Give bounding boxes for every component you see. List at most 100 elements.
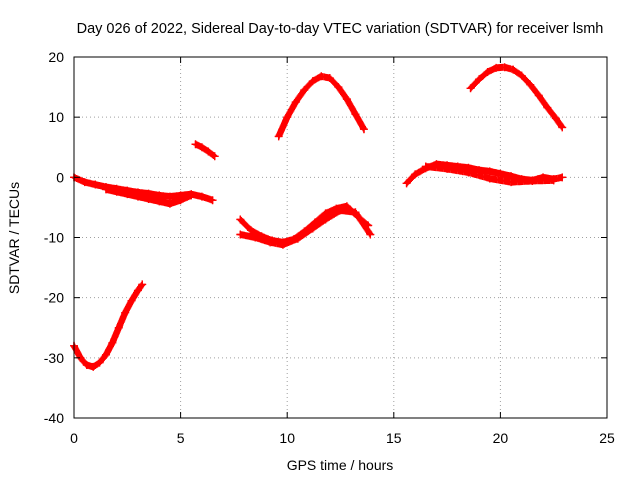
data-point bbox=[558, 123, 567, 132]
data-point bbox=[334, 83, 343, 92]
y-tick-label: -10 bbox=[44, 230, 64, 246]
plot-frame bbox=[73, 56, 608, 419]
data-point bbox=[82, 361, 91, 370]
series-arc-4 bbox=[191, 140, 219, 161]
data-point bbox=[464, 168, 473, 177]
data-point bbox=[300, 86, 309, 95]
data-point bbox=[165, 192, 174, 201]
data-point bbox=[144, 194, 153, 203]
data-point bbox=[236, 215, 245, 224]
data-point bbox=[197, 143, 206, 152]
x-axis-label: GPS time / hours bbox=[287, 457, 394, 473]
data-point bbox=[543, 103, 552, 112]
data-point bbox=[321, 215, 330, 224]
y-tick-label: 20 bbox=[48, 49, 64, 65]
series-arc-9 bbox=[421, 162, 558, 187]
series-arc-6 bbox=[236, 206, 375, 249]
data-point bbox=[528, 176, 537, 185]
data-point bbox=[114, 323, 123, 332]
data-point bbox=[165, 199, 174, 208]
data-point bbox=[517, 71, 526, 80]
data-point bbox=[466, 84, 475, 93]
data-point bbox=[534, 91, 543, 100]
data-point bbox=[112, 187, 121, 196]
data-point bbox=[411, 170, 420, 179]
data-point bbox=[210, 152, 219, 161]
data-point bbox=[308, 224, 317, 233]
data-point bbox=[123, 190, 132, 199]
data-point bbox=[492, 63, 501, 72]
data-point bbox=[191, 140, 200, 149]
data-point bbox=[549, 176, 558, 185]
data-point bbox=[291, 98, 300, 107]
data-point bbox=[176, 196, 185, 205]
axis-ticks: 0 5 10 15 20 25 -40 -30 -20 -10 0 10 20 bbox=[44, 49, 615, 446]
x-tick-label: 0 bbox=[70, 430, 78, 446]
data-point bbox=[101, 350, 110, 359]
data-point bbox=[80, 178, 89, 187]
data-point bbox=[366, 230, 375, 239]
data-point bbox=[485, 167, 494, 176]
data-point bbox=[453, 162, 462, 171]
x-tick-label: 15 bbox=[386, 430, 402, 446]
data-point bbox=[121, 308, 130, 317]
data-point bbox=[475, 75, 484, 84]
data-point bbox=[336, 206, 345, 215]
data-point bbox=[500, 63, 509, 72]
data-point bbox=[485, 174, 494, 183]
data-point bbox=[308, 77, 317, 86]
data-point bbox=[283, 113, 292, 122]
x-tick-label: 5 bbox=[177, 430, 185, 446]
data-marks bbox=[275, 72, 368, 140]
data-point bbox=[359, 125, 368, 134]
data-point bbox=[402, 179, 411, 188]
x-tick-label: 10 bbox=[279, 430, 295, 446]
data-point bbox=[246, 226, 255, 235]
data-point bbox=[101, 185, 110, 194]
data-point bbox=[208, 196, 217, 205]
data-point bbox=[266, 238, 275, 247]
y-tick-label: -40 bbox=[44, 410, 64, 426]
series-arc-3 bbox=[70, 280, 147, 371]
data-point bbox=[278, 240, 287, 249]
data-point bbox=[127, 296, 136, 305]
data-point bbox=[351, 110, 360, 119]
data-point bbox=[325, 74, 334, 83]
y-tick-label: -30 bbox=[44, 350, 64, 366]
data-point bbox=[236, 230, 245, 239]
y-tick-label: 0 bbox=[56, 169, 64, 185]
data-point bbox=[89, 362, 98, 371]
y-tick-label: 10 bbox=[48, 109, 64, 125]
data-point bbox=[293, 234, 302, 243]
data-point bbox=[558, 173, 567, 182]
data-marks bbox=[467, 63, 566, 131]
data-point bbox=[155, 197, 164, 206]
data-point bbox=[133, 286, 142, 295]
series-arc-7 bbox=[274, 72, 368, 141]
data-marks bbox=[70, 280, 146, 371]
y-tick-label: -20 bbox=[44, 290, 64, 306]
data-point bbox=[133, 192, 142, 201]
data-point bbox=[187, 191, 196, 200]
x-tick-label: 20 bbox=[493, 430, 509, 446]
data-point bbox=[509, 65, 518, 74]
series-arc-2 bbox=[101, 185, 196, 208]
data-point bbox=[197, 192, 206, 201]
data-point bbox=[507, 178, 516, 187]
data-point bbox=[95, 358, 104, 367]
data-point bbox=[351, 208, 360, 217]
data-point bbox=[443, 164, 452, 173]
data-point bbox=[274, 132, 283, 141]
data-point bbox=[317, 72, 326, 81]
data-point bbox=[421, 162, 430, 171]
data-point bbox=[251, 233, 260, 242]
data-layer bbox=[70, 63, 567, 371]
data-point bbox=[526, 80, 535, 89]
chart-title: Day 026 of 2022, Sidereal Day-to-day VTE… bbox=[77, 21, 604, 37]
grid bbox=[74, 57, 607, 418]
data-point bbox=[138, 280, 147, 289]
y-axis-label: SDTVAR / TECUs bbox=[6, 182, 22, 294]
data-point bbox=[108, 338, 117, 347]
data-point bbox=[496, 169, 505, 178]
data-point bbox=[204, 147, 213, 156]
